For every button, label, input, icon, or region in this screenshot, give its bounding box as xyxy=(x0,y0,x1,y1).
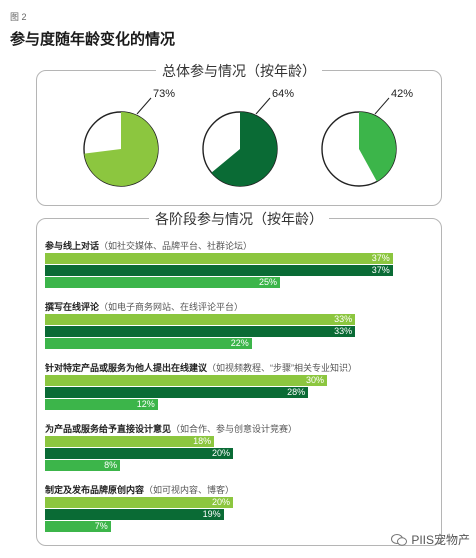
question-label: 为产品或服务给予直接设计意见（如合作、参与创意设计竞赛） xyxy=(45,422,297,435)
bar: 12% xyxy=(45,399,158,410)
bar-value-label: 28% xyxy=(287,387,306,397)
bar: 37% xyxy=(45,265,393,276)
question-note-text: （如电子商务网站、在线评论平台） xyxy=(99,302,244,312)
pie-slice xyxy=(84,112,158,186)
question-main-text: 针对特定产品或服务为他人提出在线建议 xyxy=(45,363,208,373)
bar-value-label: 30% xyxy=(305,375,324,385)
question-main-text: 制定及发布品牌原创内容 xyxy=(45,485,145,495)
question-label: 制定及发布品牌原创内容（如可视内容、博客） xyxy=(45,483,234,496)
pie-value-label: 42% xyxy=(391,88,413,100)
pie-slice xyxy=(211,112,278,186)
pie-value-label: 73% xyxy=(153,88,175,100)
watermark: PIIS宠物产 xyxy=(391,531,470,548)
bar: 8% xyxy=(45,460,121,471)
bar: 33% xyxy=(45,314,356,325)
pie-panel-title: 总体参与情况（按年龄） xyxy=(156,61,322,81)
bar-value-label: 37% xyxy=(371,253,390,263)
pie-2: 64% xyxy=(180,87,300,205)
bar: 20% xyxy=(45,448,233,459)
pie-leader-line xyxy=(255,97,271,115)
question-main-text: 为产品或服务给予直接设计意见 xyxy=(45,424,172,434)
bar: 28% xyxy=(45,387,309,398)
bar: 33% xyxy=(45,326,356,337)
bar: 7% xyxy=(45,521,111,532)
bar: 19% xyxy=(45,509,224,520)
wechat-icon xyxy=(391,533,408,546)
pie-slice xyxy=(359,112,396,182)
bar-value-label: 19% xyxy=(202,509,221,519)
bar-value-label: 20% xyxy=(211,497,230,507)
bar: 37% xyxy=(45,253,393,264)
bar-chart: 参与线上对话（如社交媒体、品牌平台、社群论坛） 37% 37% 25% 撰写在线评论（如… xyxy=(37,219,441,545)
bar-value-label: 22% xyxy=(230,338,249,348)
stage-participation-panel: 各阶段参与情况（按年龄） 参与线上对话（如社交媒体、品牌平台、社群论坛） 37% 3… xyxy=(36,209,442,546)
bar: 30% xyxy=(45,375,327,386)
watermark-text: PIIS宠物产 xyxy=(411,533,470,547)
bar-value-label: 20% xyxy=(211,448,230,458)
bar-value-label: 18% xyxy=(193,436,212,446)
figure-label: 图 2 xyxy=(10,12,27,22)
question-label: 参与线上对话（如社交媒体、品牌平台、社群论坛） xyxy=(45,239,252,252)
pie-leader-line xyxy=(136,97,152,115)
pie-3: 42% xyxy=(299,87,419,205)
bar-value-label: 7% xyxy=(94,521,108,531)
question-note-text: （如视频教程、“步骤”相关专业知识） xyxy=(207,363,358,373)
question-main-text: 参与线上对话 xyxy=(45,241,100,251)
figure-title: 参与度随年龄变化的情况 xyxy=(10,31,176,48)
bar: 25% xyxy=(45,277,280,288)
pie-value-label: 64% xyxy=(272,88,294,100)
bar-panel-title: 各阶段参与情况（按年龄） xyxy=(149,209,329,229)
overall-participation-panel: 总体参与情况（按年龄） 73%18-25岁64%26-45岁42%46岁及以上 xyxy=(36,61,442,249)
question-note-text: （如可视内容、博客） xyxy=(144,485,235,495)
bar: 18% xyxy=(45,436,215,447)
bar-value-label: 33% xyxy=(334,326,353,336)
question-main-text: 撰写在线评论 xyxy=(45,302,100,312)
bar-value-label: 8% xyxy=(104,460,118,470)
bar: 22% xyxy=(45,338,252,349)
bar-value-label: 25% xyxy=(258,277,277,287)
pie-1: 73% xyxy=(61,87,181,205)
bar-value-label: 12% xyxy=(136,399,155,409)
question-note-text: （如合作、参与创意设计竞赛） xyxy=(171,424,298,434)
bar: 20% xyxy=(45,497,233,508)
pie-leader-line xyxy=(374,97,390,115)
bar-value-label: 37% xyxy=(371,265,390,275)
question-note-text: （如社交媒体、品牌平台、社群论坛） xyxy=(99,241,253,251)
question-label: 针对特定产品或服务为他人提出在线建议（如视频教程、“步骤”相关专业知识） xyxy=(45,361,357,374)
bar-value-label: 33% xyxy=(334,314,353,324)
question-label: 撰写在线评论（如电子商务网站、在线评论平台） xyxy=(45,300,243,313)
